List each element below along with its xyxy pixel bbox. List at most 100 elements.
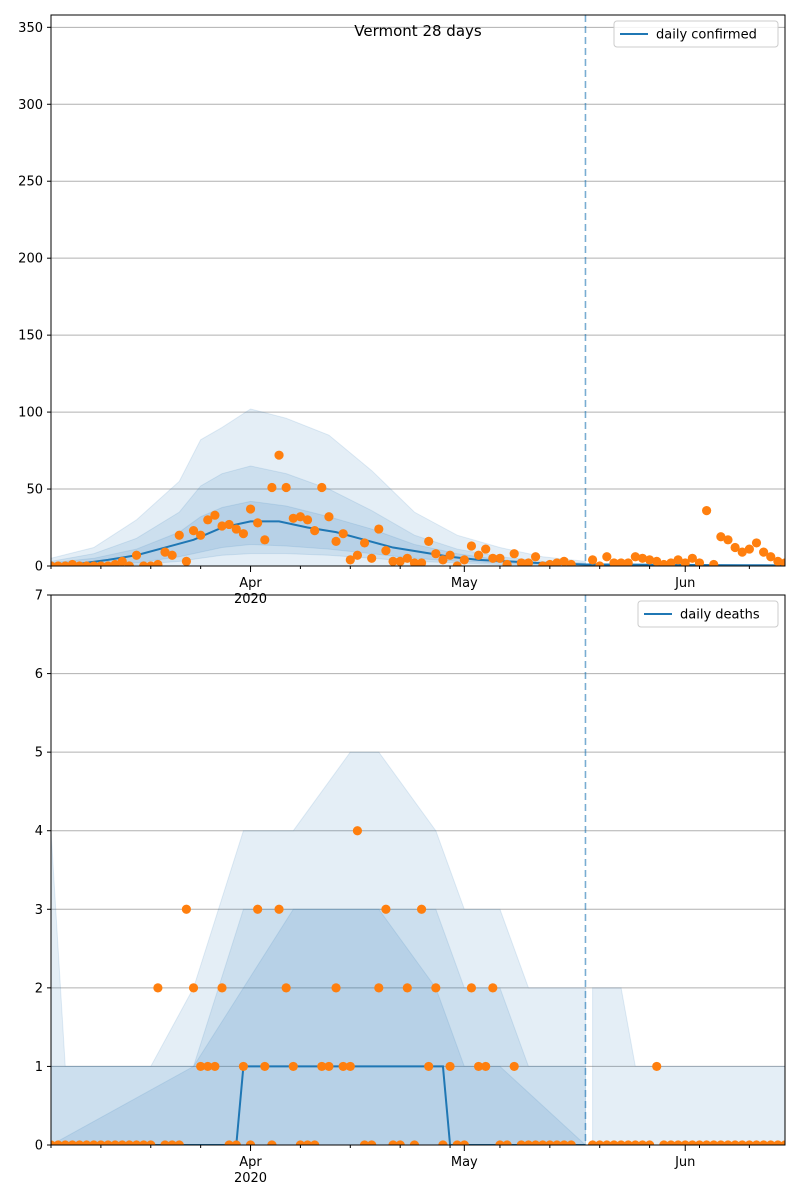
- data-point: [416, 558, 427, 566]
- data-point: [110, 559, 120, 566]
- data-point: [773, 556, 783, 566]
- data-point: [473, 1061, 484, 1072]
- y-tick-label: 2: [35, 981, 43, 996]
- data-point: [609, 1140, 619, 1145]
- data-point: [60, 561, 70, 566]
- data-point: [716, 532, 726, 542]
- data-point: [381, 546, 391, 556]
- data-point: [253, 518, 263, 528]
- y-tick-label: 350: [18, 21, 43, 36]
- data-point: [110, 1140, 120, 1145]
- data-point: [181, 904, 191, 914]
- data-point: [466, 541, 477, 551]
- data-point: [431, 983, 441, 993]
- data-point: [67, 559, 77, 566]
- y-tick-label: 200: [18, 252, 43, 267]
- data-point: [645, 1140, 655, 1145]
- data-point: [602, 552, 612, 562]
- data-point: [395, 1140, 405, 1145]
- data-point: [367, 553, 377, 563]
- data-point: [716, 1140, 726, 1145]
- data-point: [637, 1140, 648, 1145]
- x-tick-sublabel: 2020: [234, 1171, 267, 1186]
- data-point: [773, 1140, 783, 1145]
- data-point: [445, 550, 455, 560]
- data-point: [438, 1140, 448, 1145]
- data-point: [160, 1140, 170, 1145]
- data-point: [139, 1140, 149, 1145]
- data-point: [559, 556, 569, 566]
- data-point: [652, 1061, 662, 1072]
- data-point: [281, 983, 291, 993]
- chart-title: Vermont 28 days: [354, 22, 482, 40]
- data-point: [253, 904, 263, 914]
- data-point: [623, 558, 633, 566]
- data-point: [659, 1140, 669, 1145]
- data-point: [780, 558, 785, 566]
- data-point: [139, 561, 149, 566]
- uncertainty-band: [592, 987, 785, 1145]
- axes-frame: [50, 14, 786, 567]
- data-point: [267, 1140, 277, 1145]
- data-point: [96, 561, 106, 566]
- data-point: [188, 983, 199, 993]
- data-point: [359, 1140, 370, 1145]
- data-point: [516, 1140, 526, 1145]
- y-tick-label: 250: [18, 175, 43, 190]
- data-point: [295, 1140, 306, 1145]
- data-point: [751, 538, 762, 548]
- data-point: [274, 904, 284, 914]
- data-point: [210, 1061, 220, 1072]
- data-point: [595, 1140, 605, 1145]
- uncertainty-band: [51, 908, 587, 1145]
- data-point: [616, 1140, 626, 1145]
- data-point: [438, 555, 448, 565]
- data-point: [302, 1140, 313, 1145]
- data-point: [89, 561, 99, 566]
- y-tick-label: 0: [35, 560, 43, 575]
- data-point: [481, 544, 491, 554]
- data-point: [345, 555, 355, 565]
- y-tick-label: 50: [26, 483, 43, 498]
- data-point: [566, 559, 576, 566]
- data-point: [295, 512, 306, 522]
- data-point: [274, 450, 284, 460]
- data-point: [388, 1140, 398, 1145]
- data-point: [659, 559, 669, 566]
- data-point: [702, 505, 712, 516]
- x-tick-sublabel: 2020: [234, 592, 267, 607]
- y-tick-label: 7: [35, 589, 43, 604]
- data-point: [416, 904, 427, 914]
- data-point: [680, 1140, 690, 1145]
- data-point: [359, 538, 370, 548]
- y-tick-label: 5: [35, 746, 43, 761]
- data-point: [759, 547, 769, 557]
- data-point: [502, 1140, 512, 1145]
- data-point: [345, 1061, 355, 1072]
- data-point: [167, 550, 177, 560]
- data-point: [317, 1061, 327, 1072]
- x-tick-label: May: [451, 1155, 478, 1170]
- data-point: [174, 1140, 184, 1145]
- data-point: [495, 553, 505, 563]
- data-point: [730, 542, 740, 553]
- data-point: [402, 983, 412, 993]
- data-point: [181, 556, 191, 566]
- y-tick-label: 0: [35, 1139, 43, 1154]
- data-point: [96, 1140, 106, 1145]
- data-point: [67, 1140, 77, 1145]
- data-point: [780, 1140, 785, 1145]
- series-line: [51, 520, 785, 566]
- data-point: [224, 519, 234, 530]
- data-point: [538, 1140, 548, 1145]
- data-point: [174, 530, 184, 540]
- data-point: [331, 536, 341, 546]
- data-point: [124, 1140, 134, 1145]
- data-point: [153, 559, 163, 566]
- data-point: [545, 1140, 555, 1145]
- legend: daily confirmed: [613, 20, 779, 48]
- x-tick-label: Jun: [674, 576, 695, 591]
- data-point: [352, 826, 363, 836]
- data-point: [473, 550, 484, 560]
